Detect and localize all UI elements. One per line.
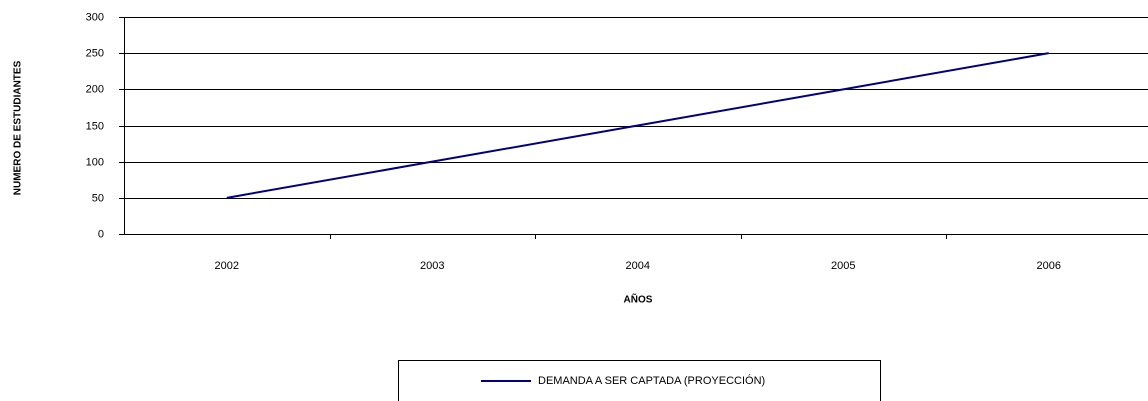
legend-box (398, 360, 881, 401)
y-axis-title: NUMERO DE ESTUDIANTES (13, 60, 24, 195)
legend-label: DEMANDA A SER CAPTADA (PROYECCIÓN) (538, 374, 765, 387)
y-tick-label: 250 (86, 47, 104, 59)
y-tick-label: 100 (86, 156, 104, 168)
y-tick-label: 200 (86, 83, 104, 95)
x-tick-label: 2004 (626, 260, 650, 272)
y-tick-label: 0 (98, 228, 104, 240)
x-tick-label: 2005 (831, 260, 855, 272)
y-tick-label: 300 (86, 11, 104, 23)
y-tick-label: 150 (86, 120, 104, 132)
x-tick-label: 2006 (1037, 260, 1061, 272)
x-tick-label: 2003 (420, 260, 444, 272)
y-tick-label: 50 (92, 192, 104, 204)
x-axis-title: AÑOS (624, 293, 653, 306)
x-tick-label: 2002 (215, 260, 239, 272)
line (226, 52, 1049, 199)
